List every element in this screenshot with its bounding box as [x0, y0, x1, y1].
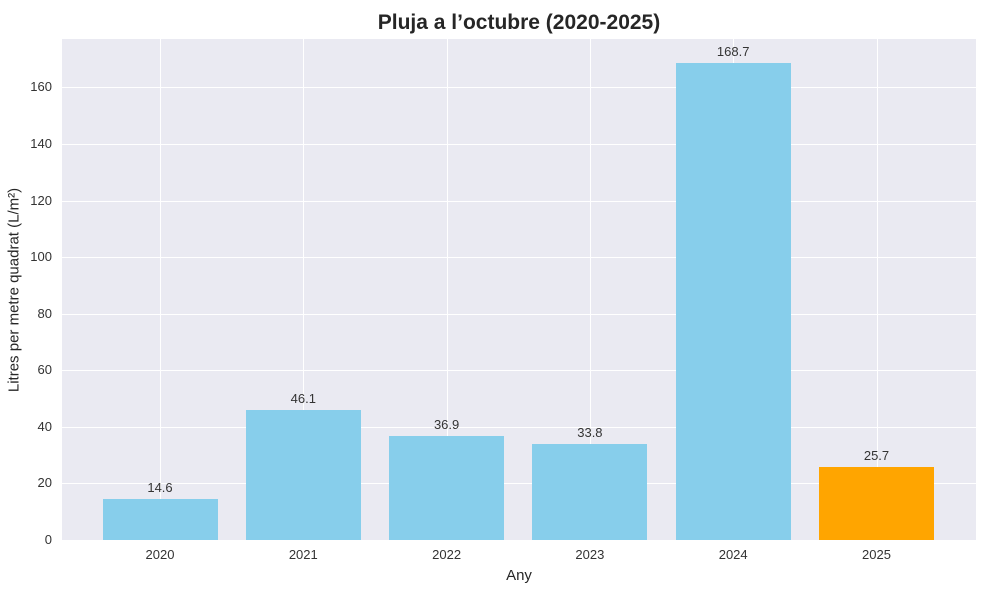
x-tick-label: 2022: [432, 547, 462, 562]
v-gridline: [446, 39, 448, 540]
value-label: 33.8: [577, 425, 603, 441]
y-tick-label: 80: [37, 305, 52, 321]
x-axis-label: Any: [506, 567, 532, 584]
x-tick-label: 2025: [862, 547, 891, 562]
value-label: 168.7: [716, 43, 750, 59]
bar-2024: [675, 62, 791, 540]
h-gridline: [62, 313, 976, 315]
y-tick-label: 40: [37, 418, 52, 434]
y-tick-label: 100: [30, 249, 52, 265]
bar-2021: [245, 409, 361, 540]
y-tick-label: 60: [37, 362, 52, 378]
y-tick-label: 160: [30, 79, 52, 95]
v-gridline: [160, 39, 161, 540]
x-tick-label: 2020: [145, 547, 175, 562]
h-gridline: [62, 143, 976, 145]
value-label: 36.9: [433, 416, 460, 432]
x-tick-label: 2023: [575, 547, 605, 562]
y-tick-label: 140: [30, 135, 52, 151]
value-label: 14.6: [147, 479, 173, 495]
value-label: 25.7: [863, 448, 890, 464]
x-tick-label: 2024: [718, 547, 748, 562]
h-gridline: [62, 483, 976, 485]
bar-2023: [532, 444, 648, 540]
bar-2020: [102, 498, 218, 540]
v-gridline: [876, 39, 878, 540]
chart-title: Pluja a l’octubre (2020-2025): [377, 11, 661, 34]
v-gridline: [303, 39, 305, 540]
bar-2025: [819, 467, 934, 540]
h-gridline: [62, 426, 976, 428]
h-gridline: [62, 200, 976, 202]
v-gridline: [589, 39, 591, 540]
y-tick-label: 120: [30, 192, 52, 208]
h-gridline: [62, 257, 976, 259]
plot-area: 14.6 46.1 36.9 33.8 168.7 25.7: [62, 39, 976, 540]
h-gridline: [62, 370, 976, 372]
y-axis-label: Litres per metre quadrat (L/m²): [5, 187, 23, 393]
h-gridline: [62, 87, 976, 89]
value-label: 46.1: [290, 390, 316, 406]
y-tick-label: 0: [44, 532, 52, 547]
x-tick-label: 2021: [288, 547, 318, 562]
y-tick-label: 20: [37, 475, 52, 491]
bar-2022: [389, 435, 505, 540]
